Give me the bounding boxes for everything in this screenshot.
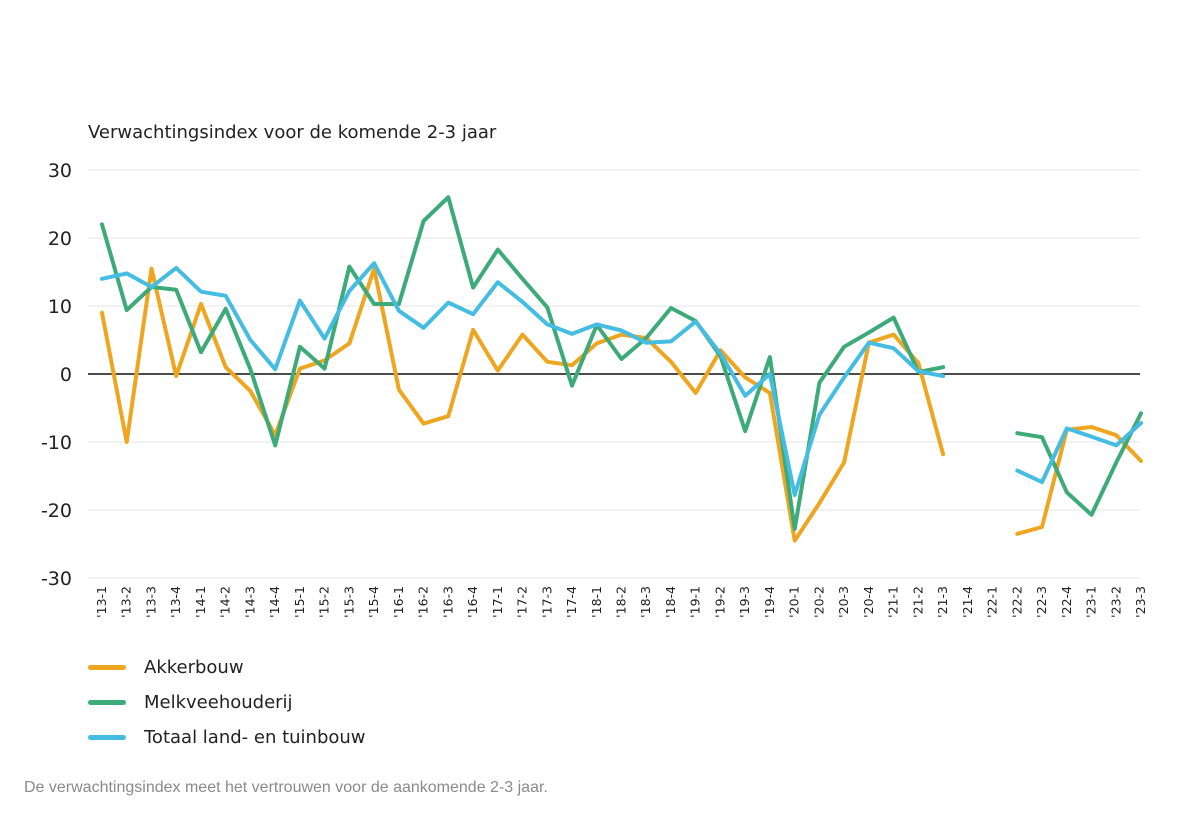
- x-tick-label: '16-2: [416, 586, 431, 618]
- chart-title: Verwachtingsindex voor de komende 2-3 ja…: [88, 122, 497, 143]
- x-tick-label: '19-3: [737, 586, 752, 618]
- legend-swatch-akkerbouw: [88, 665, 126, 670]
- x-tick-label: '17-3: [539, 586, 554, 618]
- x-tick-label: '18-2: [614, 586, 629, 618]
- y-tick-label: -20: [41, 500, 72, 522]
- series-lines: [100, 195, 1143, 543]
- x-axis-ticks: '13-1 '13-2 '13-3 '13-4 '14-1 '14-2 '14-3 '14-4…: [94, 586, 1148, 618]
- y-tick-label: -30: [41, 568, 72, 590]
- legend-item-akkerbouw: Akkerbouw: [88, 650, 366, 685]
- x-tick-label: '22-2: [1009, 586, 1024, 618]
- x-tick-label: '20-2: [811, 586, 826, 618]
- x-tick-label: '17-2: [515, 586, 530, 618]
- series-line-akkerbouw: [100, 266, 1143, 543]
- x-tick-label: '16-1: [391, 586, 406, 618]
- x-tick-label: '20-4: [861, 586, 876, 618]
- x-tick-label: '14-1: [193, 586, 208, 618]
- x-tick-label: '21-4: [960, 586, 975, 618]
- x-tick-label: '13-2: [119, 586, 134, 618]
- x-tick-label: '15-2: [317, 586, 332, 618]
- x-tick-label: '22-3: [1034, 586, 1049, 618]
- x-tick-label: '18-3: [638, 586, 653, 618]
- series-line-melkveehouderij: [100, 195, 1143, 531]
- x-tick-label: '14-2: [218, 586, 233, 618]
- series-line-totaal-land-en-tuinbouw: [100, 261, 1143, 497]
- y-tick-label: 30: [48, 160, 72, 182]
- x-tick-label: '23-3: [1133, 586, 1148, 618]
- legend-swatch-totaal: [88, 735, 126, 740]
- x-tick-label: '18-4: [663, 586, 678, 618]
- x-tick-label: '14-3: [242, 586, 257, 618]
- legend-label-akkerbouw: Akkerbouw: [144, 657, 244, 678]
- x-tick-label: '21-1: [886, 586, 901, 618]
- y-tick-label: -10: [41, 432, 72, 454]
- x-tick-label: '16-4: [465, 586, 480, 618]
- x-tick-label: '22-4: [1059, 586, 1074, 618]
- x-tick-label: '23-2: [1108, 586, 1123, 618]
- x-tick-label: '15-4: [366, 586, 381, 618]
- y-tick-label: 10: [48, 296, 72, 318]
- x-tick-label: '19-4: [762, 586, 777, 618]
- x-tick-label: '15-3: [341, 586, 356, 618]
- x-tick-label: '20-1: [787, 586, 802, 618]
- x-tick-label: '21-3: [935, 586, 950, 618]
- x-tick-label: '23-1: [1084, 586, 1099, 618]
- x-tick-label: '22-1: [985, 586, 1000, 618]
- x-tick-label: '17-1: [490, 586, 505, 618]
- gridlines: [88, 169, 1140, 579]
- y-tick-label: 20: [48, 228, 72, 250]
- x-tick-label: '20-3: [836, 586, 851, 618]
- x-tick-label: '17-4: [564, 586, 579, 618]
- x-tick-label: '13-1: [94, 586, 109, 618]
- x-tick-label: '19-1: [688, 586, 703, 618]
- x-tick-label: '16-3: [440, 586, 455, 618]
- x-tick-label: '13-4: [168, 586, 183, 618]
- y-tick-label: 0: [60, 364, 72, 386]
- legend: Akkerbouw Melkveehouderij Totaal land- e…: [88, 650, 366, 755]
- y-axis-ticks: 30 20 10 0 -10 -20 -30: [41, 160, 72, 590]
- legend-item-totaal: Totaal land- en tuinbouw: [88, 720, 366, 755]
- x-tick-label: '15-1: [292, 586, 307, 618]
- x-tick-label: '19-2: [712, 586, 727, 618]
- footnote: De verwachtingsindex meet het vertrouwen…: [24, 779, 548, 796]
- legend-item-melkveehouderij: Melkveehouderij: [88, 685, 366, 720]
- legend-label-totaal: Totaal land- en tuinbouw: [144, 727, 366, 748]
- legend-swatch-melkveehouderij: [88, 700, 126, 705]
- legend-label-melkveehouderij: Melkveehouderij: [144, 692, 293, 713]
- x-tick-label: '18-1: [589, 586, 604, 618]
- x-tick-label: '14-4: [267, 586, 282, 618]
- x-tick-label: '21-2: [910, 586, 925, 618]
- x-tick-label: '13-3: [143, 586, 158, 618]
